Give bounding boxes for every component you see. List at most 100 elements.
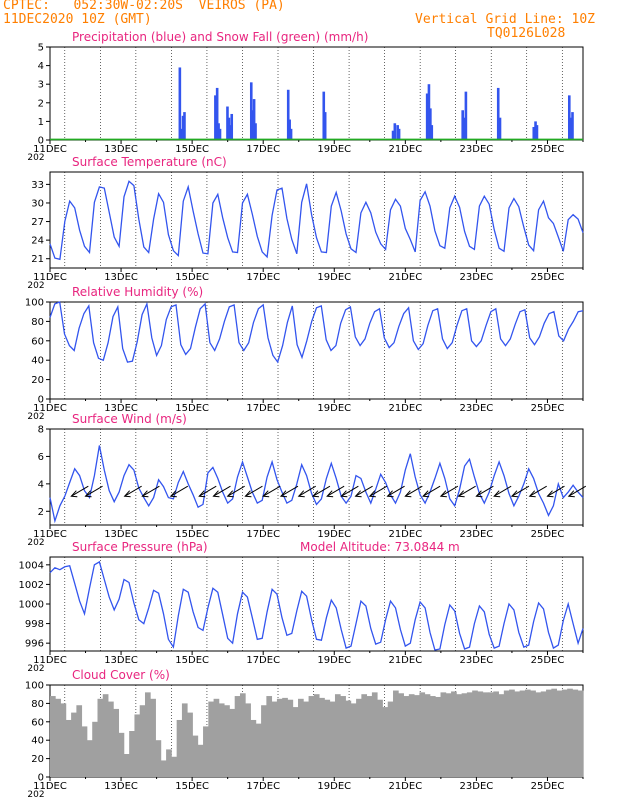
- cloud-bar: [503, 690, 510, 777]
- cloud-bar: [329, 701, 336, 777]
- y-tick-label: 8: [38, 425, 44, 436]
- x-tick-label: 21DEC: [388, 655, 422, 666]
- y-tick-label: 20: [31, 754, 44, 765]
- y-tick-label: 27: [31, 217, 44, 228]
- y-tick-label: 998: [25, 619, 44, 630]
- panel-frame: [49, 301, 584, 400]
- cloud-bar: [250, 719, 257, 777]
- precip-bar: [289, 128, 293, 140]
- wind-arrow: [341, 485, 359, 497]
- cloud-bar: [540, 691, 547, 777]
- wind-arrow: [405, 485, 423, 497]
- panel-cloud: [46, 684, 584, 781]
- cloud-bar: [92, 721, 98, 777]
- cloud-bar: [102, 694, 109, 777]
- cloud-bar: [181, 703, 188, 777]
- panel-frame: [49, 46, 584, 141]
- y-tick-label: 4: [38, 61, 44, 72]
- cloud-bar: [472, 690, 478, 777]
- x-tick-label: 19DEC: [317, 655, 351, 666]
- wind-arrow-head: [354, 490, 362, 498]
- wind-arrow: [547, 485, 565, 497]
- y-tick-label: 0: [38, 136, 44, 147]
- wind-arrow: [227, 485, 245, 497]
- wind-arrow: [124, 485, 142, 497]
- y-tick-label: 1: [38, 117, 44, 128]
- wind-arrow: [170, 485, 189, 497]
- y-tick-label: 60: [31, 717, 44, 728]
- cloud-bar: [239, 693, 246, 777]
- header-line2-right: TQ0126L028: [487, 26, 566, 41]
- precip-bar: [218, 128, 222, 140]
- precip-bar: [229, 125, 232, 140]
- header-line1-left: CPTEC: 052:30W-02:20S VEIROS (PA): [3, 0, 285, 13]
- panel-wind: [46, 428, 587, 529]
- wind-arrow: [511, 485, 530, 497]
- cloud-bar: [477, 691, 484, 777]
- panel-pressure: [46, 556, 584, 655]
- cloud-bar: [451, 691, 457, 777]
- cloud-bar: [218, 703, 225, 777]
- cloud-bar: [81, 726, 88, 777]
- y-tick-label: 100: [25, 298, 44, 309]
- precip-bar: [463, 117, 466, 140]
- cloud-bar: [530, 690, 536, 777]
- y-tick-label: 30: [31, 198, 44, 209]
- x-tick-label: 15DEC: [175, 655, 209, 666]
- precip-bar: [181, 115, 185, 140]
- precip-bar: [322, 91, 326, 140]
- x-tick-label: 17DEC: [246, 403, 280, 414]
- wind-arrow-head: [279, 490, 288, 498]
- wind-arrow: [476, 485, 494, 497]
- y-tick-label: 33: [31, 180, 44, 191]
- header-line1-right: Vertical Grid Line: 10Z: [415, 12, 596, 27]
- precip-bar: [430, 125, 434, 140]
- cloud-bar: [213, 698, 220, 777]
- x-tick-label: 13DEC: [104, 529, 138, 540]
- cloud-bar: [298, 698, 304, 777]
- cloud-bar: [303, 701, 309, 777]
- x-year-label: 202: [27, 664, 44, 674]
- cloud-bar: [71, 712, 77, 777]
- x-tick-label: 15DEC: [175, 144, 209, 155]
- x-tick-label: 25DEC: [531, 403, 565, 414]
- cloud-bar: [377, 699, 383, 777]
- precip-bar: [571, 112, 574, 140]
- cloud-bar: [551, 688, 558, 777]
- precip-bar: [230, 113, 234, 140]
- cloud-bar: [76, 705, 83, 777]
- y-tick-label: 3: [38, 80, 44, 91]
- y-tick-label: 100: [25, 681, 44, 692]
- y-tick-label: 1002: [19, 580, 44, 591]
- wind-arrow-head: [439, 490, 447, 498]
- wind-arrow-head: [123, 490, 131, 498]
- cloud-bar: [419, 692, 426, 777]
- cloud-bar: [208, 701, 214, 777]
- wind-arrow-head: [422, 490, 430, 498]
- panel-title-pressure: Surface Pressure (hPa): [72, 540, 208, 554]
- cloud-bar: [334, 694, 341, 777]
- wind-arrow: [71, 485, 89, 497]
- wind-arrow: [245, 485, 263, 497]
- precip-bar: [427, 84, 431, 140]
- cloud-bar: [287, 699, 294, 777]
- cloud-bar: [319, 697, 325, 777]
- cloud-bar: [176, 719, 183, 777]
- precip-bar: [288, 119, 291, 140]
- wind-arrow: [280, 485, 299, 497]
- wind-arrow: [312, 485, 331, 497]
- x-tick-label: 11DEC: [33, 529, 67, 540]
- wind-arrow: [369, 485, 388, 497]
- precip-bar: [227, 117, 231, 140]
- x-tick-label: 17DEC: [246, 529, 280, 540]
- cloud-bar: [435, 696, 441, 777]
- wind-arrow-head: [404, 490, 412, 498]
- precip-bar: [396, 125, 399, 140]
- x-tick-label: 21DEC: [388, 781, 422, 792]
- cloud-bar: [134, 714, 141, 777]
- wind-arrow-head: [475, 490, 483, 498]
- precip-bar: [251, 110, 254, 140]
- wind-arrow: [568, 485, 587, 497]
- cloud-bar: [261, 705, 267, 777]
- cloud-bar: [255, 723, 262, 777]
